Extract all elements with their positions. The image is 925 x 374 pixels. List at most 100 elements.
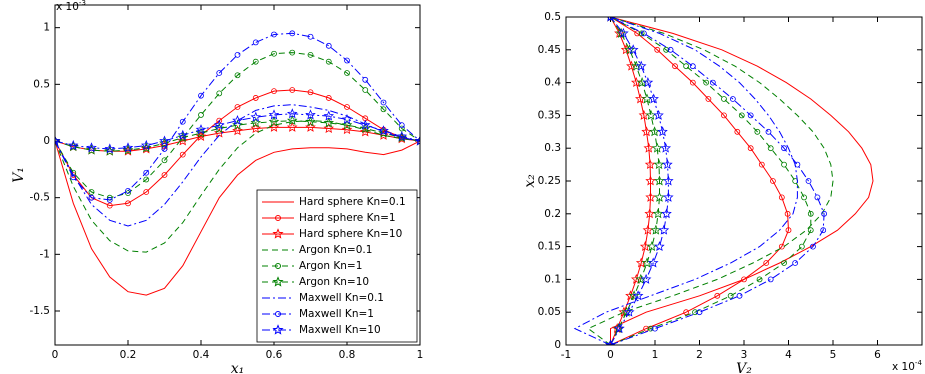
marker	[792, 260, 799, 266]
marker	[657, 126, 668, 137]
marker	[754, 128, 761, 135]
marker	[396, 130, 407, 141]
marker	[645, 191, 656, 202]
legend-marker	[272, 228, 284, 239]
legend-marker	[275, 263, 281, 269]
x-tick-label: 6	[874, 349, 881, 361]
marker	[747, 112, 754, 119]
marker	[643, 142, 654, 153]
series-line	[610, 17, 825, 345]
marker	[307, 89, 314, 96]
marker	[807, 210, 814, 217]
marker	[70, 172, 77, 178]
marker	[159, 135, 170, 146]
y-tick-label: 0.5	[33, 78, 50, 90]
marker	[643, 325, 649, 332]
marker	[125, 200, 131, 207]
x-tick-label: 1	[652, 349, 659, 361]
marker	[86, 142, 97, 153]
x-tick-label: 0.4	[193, 349, 210, 361]
marker	[177, 135, 188, 146]
marker	[661, 208, 672, 219]
marker	[654, 191, 665, 202]
marker	[323, 110, 334, 121]
marker	[289, 49, 296, 56]
marker	[642, 77, 654, 88]
marker	[414, 135, 420, 146]
marker	[232, 125, 243, 136]
x-tick-label: 0.8	[339, 349, 356, 361]
marker	[647, 325, 654, 332]
marker	[784, 210, 791, 217]
plot-area	[566, 17, 922, 345]
marker	[341, 113, 353, 124]
y-tick-label: -1	[40, 248, 50, 260]
marker	[325, 95, 332, 101]
y-tick-label: 0.05	[538, 306, 561, 318]
marker	[195, 127, 207, 138]
marker	[378, 125, 389, 136]
marker	[607, 17, 614, 20]
y-tick-label: 1	[43, 22, 50, 34]
marker	[234, 72, 241, 79]
marker	[250, 122, 261, 134]
marker	[721, 96, 727, 102]
marker	[252, 39, 259, 46]
marker	[807, 227, 814, 234]
y-tick-label: 0	[43, 135, 50, 147]
marker	[652, 208, 664, 219]
marker	[654, 241, 665, 252]
marker	[289, 30, 296, 37]
axis-multiplier: x 10-4	[892, 359, 922, 373]
y-tick-label: -1.5	[30, 305, 51, 317]
marker	[640, 30, 647, 37]
marker	[305, 109, 316, 120]
x-tick-label: 0.2	[120, 349, 137, 361]
marker	[801, 194, 807, 201]
marker	[632, 290, 644, 301]
x-tick-label: -1	[561, 349, 571, 361]
marker	[778, 194, 785, 201]
marker	[198, 112, 204, 118]
marker	[781, 260, 787, 266]
marker	[88, 189, 95, 195]
marker	[767, 145, 774, 152]
marker	[307, 33, 314, 40]
marker	[634, 30, 641, 37]
marker	[161, 172, 168, 178]
marker	[198, 92, 204, 99]
marker	[689, 79, 696, 86]
marker	[747, 145, 754, 152]
marker	[689, 63, 696, 70]
series-line	[610, 17, 874, 345]
marker	[104, 145, 115, 156]
marker	[736, 292, 743, 299]
axes-frame	[565, 16, 923, 346]
marker	[607, 17, 614, 22]
x-tick-label: 3	[741, 349, 748, 361]
series-line	[55, 140, 420, 296]
x-tick-label: 2	[696, 349, 703, 361]
marker	[122, 142, 134, 153]
legend-label: Hard sphere Kn=0.1	[299, 196, 406, 208]
marker	[703, 79, 710, 86]
y-tick-label: 0.35	[538, 109, 561, 121]
marker	[86, 144, 97, 155]
legend-marker	[272, 276, 284, 287]
marker	[271, 50, 277, 57]
multiplier-exponent: -3	[79, 0, 86, 7]
marker	[683, 63, 690, 70]
marker	[653, 159, 665, 170]
marker	[195, 124, 207, 135]
x-axis-label: V₂	[736, 361, 752, 374]
marker	[268, 109, 280, 120]
marker	[763, 260, 770, 266]
series-line	[610, 17, 790, 345]
x-tick-label: 0	[52, 349, 59, 361]
marker	[653, 109, 664, 120]
series-line	[55, 104, 420, 227]
marker	[654, 46, 661, 53]
y-tick-label: 0	[554, 339, 561, 351]
